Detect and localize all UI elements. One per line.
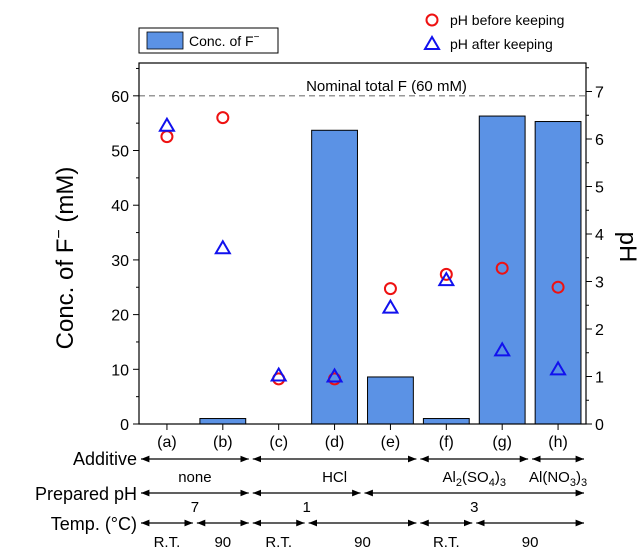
condition-span-label: 7 [191, 499, 199, 516]
condition-span-label: Al2(SO4)3 [443, 469, 506, 489]
y-left-tick-label: 10 [111, 362, 129, 379]
legend-bar-box: Conc. of F− [138, 27, 279, 54]
y-right-tick-label: 4 [595, 227, 604, 244]
point-after [158, 116, 176, 132]
condition-span-label: R.T. [154, 534, 181, 550]
plot-border [138, 62, 587, 425]
point-after [269, 366, 288, 382]
y-right-tick-label: 1 [595, 370, 604, 387]
condition-span-label: 90 [214, 534, 231, 550]
bars-layer [199, 115, 582, 425]
y-left-tick-label: 0 [120, 417, 129, 434]
y-right-tick-label: 5 [595, 180, 604, 197]
point-after [493, 341, 511, 357]
x-tick-label: (f) [439, 434, 454, 451]
condition-span-label: 1 [302, 499, 310, 516]
y-right-tick-label: 2 [595, 322, 604, 339]
condition-row-label: Prepared pH [35, 484, 137, 504]
condition-span-label: none [178, 469, 211, 486]
point-after [214, 239, 232, 255]
point-before [383, 282, 397, 296]
bar [199, 418, 247, 425]
bar [534, 121, 582, 425]
bar [478, 115, 526, 425]
condition-span-label: Al(NO3)3 [529, 469, 587, 489]
x-tick-label: (c) [269, 434, 288, 451]
axes-layer: 0 10 20 30 40 50 60 0 1 2 3 4 5 6 7 (a) (b) (c) (d) (e) (f) (… [111, 67, 604, 451]
legend-points-box: pH before keeping pH after keeping [423, 12, 564, 52]
legend-after-label: pH after keeping [450, 36, 553, 52]
y-left-tick-label: 30 [111, 253, 129, 270]
bar [367, 376, 414, 425]
condition-span-label: R.T. [265, 534, 292, 550]
y-axis-left-label: Conc. of F− (mM) [51, 167, 79, 350]
point-before [160, 130, 174, 144]
points-layer [158, 111, 567, 386]
x-tick-label: (d) [325, 434, 345, 451]
legend-after-marker [423, 35, 441, 50]
condition-row-label: Additive [73, 449, 137, 469]
y-left-tick-label: 20 [111, 308, 129, 325]
x-tick-label: (h) [548, 434, 568, 451]
legend-before-label: pH before keeping [450, 12, 564, 28]
point-after [437, 271, 456, 287]
condition-span-label: R.T. [433, 534, 460, 550]
reference-line-layer: Nominal total F (60 mM) [139, 78, 586, 97]
point-after [381, 298, 400, 314]
x-tick-label: (b) [213, 434, 233, 451]
legend-bar-label: Conc. of F− [189, 32, 260, 49]
point-before [495, 261, 509, 275]
point-before [551, 280, 565, 294]
condition-span-label: 3 [470, 499, 478, 516]
bar [311, 129, 358, 425]
x-tick-label: (a) [157, 434, 177, 451]
legend-before-marker [425, 13, 439, 27]
y-left-tick-label: 50 [111, 144, 129, 161]
legend-bar-swatch [146, 31, 184, 50]
y-right-tick-label: 6 [595, 132, 604, 149]
condition-rows: Additive none HCl Al2(SO4)3 Al(NO3)3 Prepared… [35, 449, 587, 550]
condition-span-label: 90 [522, 534, 539, 550]
y-right-tick-label: 7 [595, 85, 604, 102]
condition-row-label: Temp. (°C) [51, 514, 137, 534]
point-before [216, 111, 230, 125]
point-before [439, 267, 453, 281]
y-right-tick-label: 0 [595, 417, 604, 434]
y-right-tick-label: 3 [595, 275, 604, 292]
y-left-tick-label: 40 [111, 198, 129, 215]
reference-line-label: Nominal total F (60 mM) [306, 78, 467, 95]
y-left-tick-label: 60 [111, 89, 129, 106]
bar [422, 418, 470, 425]
condition-span-label: HCl [322, 469, 347, 486]
condition-span-label: 90 [354, 534, 371, 550]
x-tick-label: (e) [381, 434, 401, 451]
point-after [325, 367, 344, 383]
point-after [549, 360, 567, 376]
plot-frame [138, 62, 587, 425]
y-axis-right-label: pH [614, 232, 641, 263]
x-tick-label: (g) [492, 434, 512, 451]
